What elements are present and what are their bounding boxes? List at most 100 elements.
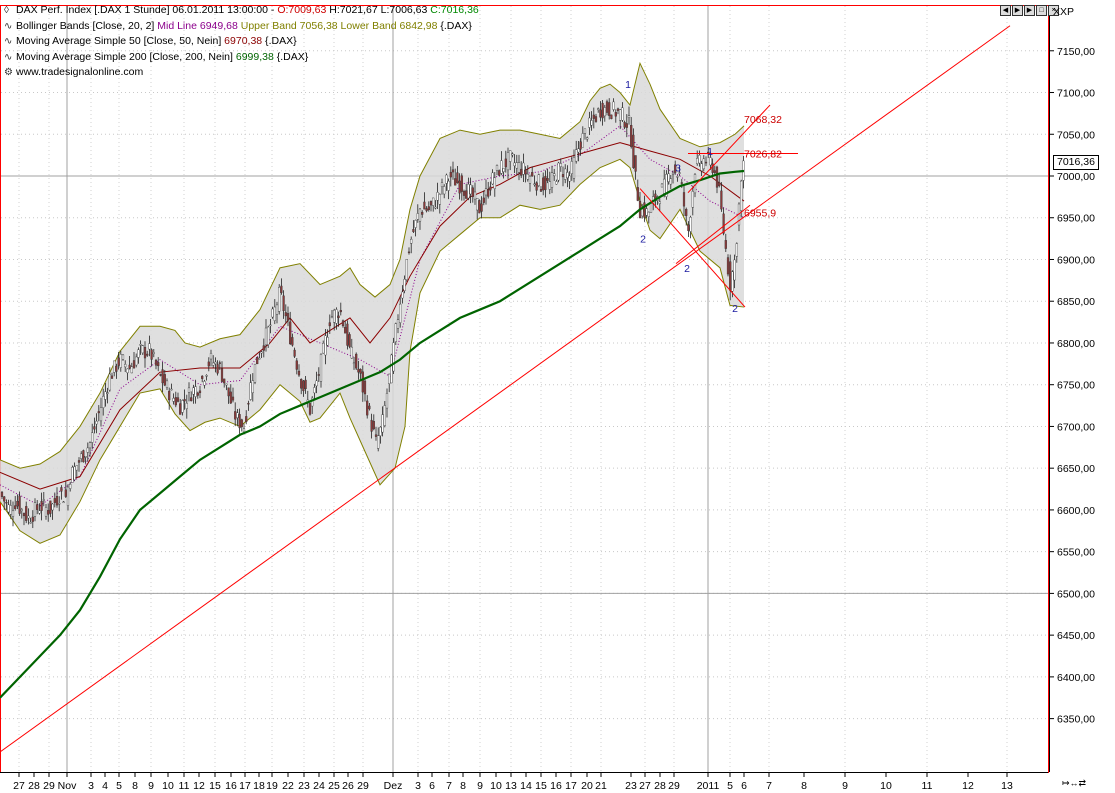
candle-body [115, 365, 118, 372]
candle-body [685, 208, 688, 216]
candle-body [163, 374, 166, 386]
candle-body [438, 194, 441, 205]
y-tick-label: 6850,00 [1057, 296, 1095, 308]
candle-body [625, 123, 628, 128]
candle-body [608, 102, 611, 116]
candle-body [278, 287, 281, 312]
zoom-controls[interactable]: ↦↔⇄ [1062, 778, 1087, 788]
candle-body [146, 353, 149, 356]
candle-body [726, 257, 730, 275]
candle-body [264, 327, 268, 346]
candle-body [498, 170, 501, 176]
candle-body [445, 174, 448, 184]
x-tick-label: 14 [520, 780, 532, 792]
x-tick-label: 25 [328, 780, 340, 792]
candle-body [511, 153, 514, 156]
candle-body [678, 172, 681, 174]
candle-body [735, 243, 738, 257]
candle-body [539, 189, 543, 192]
candle-body [187, 387, 191, 393]
scroll-end-icon[interactable]: ▶ [1024, 5, 1035, 16]
candle-body [302, 380, 305, 392]
candle-body [308, 403, 312, 415]
candle-body [214, 361, 217, 364]
x-tick-label: 26 [342, 780, 354, 792]
candle-body [399, 303, 402, 323]
candle-body [154, 359, 158, 366]
candle-body [69, 483, 72, 489]
window-icon[interactable]: □ [1036, 5, 1047, 16]
candle-body [693, 174, 697, 194]
candle-body [586, 137, 589, 140]
x-tick-label: 10 [490, 780, 502, 792]
candle-body [157, 362, 160, 367]
candle-body [542, 177, 545, 191]
x-tick-label: 2011 [697, 780, 720, 792]
candle-body [372, 421, 375, 430]
candle-body [381, 414, 384, 433]
candle-body [218, 362, 221, 364]
candle-body [649, 203, 653, 213]
candle-body [196, 392, 199, 396]
candle-body [627, 115, 631, 118]
legend-bb-lower: Lower Band 6842,98 [337, 19, 438, 32]
candle-body [227, 387, 230, 397]
candle-body [344, 326, 347, 334]
candle-body [671, 172, 675, 175]
candle-body [286, 313, 290, 321]
candle-body [40, 501, 43, 511]
candle-body [427, 206, 430, 211]
x-tick-label: 11 [922, 780, 933, 792]
x-tick-label: 13 [1001, 780, 1013, 792]
x-tick-label: 24 [313, 780, 325, 792]
candle-body [605, 101, 609, 113]
legend-ma200-suffix: {.DAX} [273, 50, 309, 63]
scroll-right-icon[interactable]: ▶ [1012, 5, 1023, 16]
candle-body [704, 161, 708, 164]
x-tick-label: 18 [253, 780, 265, 792]
candle-body [454, 178, 457, 186]
candle-body [113, 360, 116, 373]
candle-body [119, 354, 122, 368]
candle-body [665, 174, 668, 197]
scroll-left-icon[interactable]: ◀ [1000, 5, 1011, 16]
candle-body [401, 291, 404, 299]
candle-body [183, 398, 186, 402]
x-tick-label: 16 [550, 780, 562, 792]
candle-body [564, 168, 567, 180]
candle-body [658, 201, 661, 204]
legend-ma50-suffix: {.DAX} [262, 35, 297, 47]
wave-label: 2 [640, 234, 646, 246]
candle-body [467, 184, 470, 199]
y-tick-label: 6750,00 [1057, 380, 1095, 392]
candle-body [403, 279, 406, 291]
candle-body [73, 466, 76, 480]
legend-row-ma200: ∿ Moving Average Simple 200 [Close, 200, … [4, 50, 479, 66]
candle-body [700, 163, 703, 171]
candle-body [603, 107, 606, 117]
x-tick-label: 12 [193, 780, 205, 792]
candle-body [150, 349, 153, 360]
candle-body [245, 416, 248, 422]
candle-body [449, 171, 452, 178]
candle-body [544, 176, 547, 191]
candle-body [592, 114, 595, 119]
candle-body [311, 397, 314, 407]
candle-body [522, 162, 525, 175]
candle-body [636, 187, 639, 201]
candle-body [359, 369, 362, 374]
candle-body [165, 380, 169, 388]
candle-body [322, 343, 325, 354]
candle-body [289, 321, 292, 345]
x-tick-label: 29 [668, 780, 680, 792]
close-icon[interactable]: × [1048, 5, 1059, 16]
candle-body [546, 178, 549, 181]
y-tick-label: 6800,00 [1057, 338, 1095, 350]
candle-body [315, 380, 318, 387]
candle-body [696, 158, 699, 164]
candle-body [62, 501, 65, 504]
candle-body [495, 164, 499, 171]
candle-body [385, 393, 389, 409]
candle-body [377, 435, 380, 449]
candle-body [137, 349, 140, 358]
